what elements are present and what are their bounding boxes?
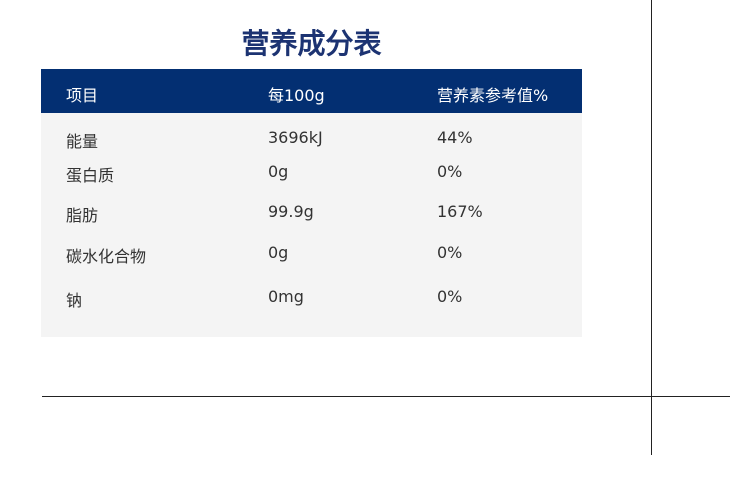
horizontal-divider	[42, 396, 730, 397]
row-value: 99.9g	[268, 202, 314, 221]
header-nrv: 营养素参考值%	[437, 86, 549, 105]
header-per-100g: 每100g	[268, 86, 325, 105]
header-item: 项目	[66, 86, 99, 105]
row-label: 脂肪	[66, 206, 99, 225]
row-nrv: 44%	[437, 128, 473, 147]
table-body: 能量 3696kJ 44% 蛋白质 0g 0% 脂肪 99.9g 167% 碳水…	[41, 113, 582, 337]
row-label: 蛋白质	[66, 166, 115, 185]
row-nrv: 0%	[437, 243, 463, 262]
row-nrv: 167%	[437, 202, 483, 221]
row-label: 钠	[66, 291, 83, 310]
table-header: 项目 每100g 营养素参考值%	[41, 69, 582, 113]
row-value: 0g	[268, 243, 289, 262]
row-label: 碳水化合物	[66, 247, 147, 266]
row-value: 3696kJ	[268, 128, 323, 147]
page-title: 营养成分表	[241, 27, 382, 60]
row-nrv: 0%	[437, 287, 463, 306]
row-value: 0mg	[268, 287, 304, 306]
row-label: 能量	[66, 132, 99, 151]
vertical-divider	[651, 0, 652, 455]
row-nrv: 0%	[437, 162, 463, 181]
row-value: 0g	[268, 162, 289, 181]
